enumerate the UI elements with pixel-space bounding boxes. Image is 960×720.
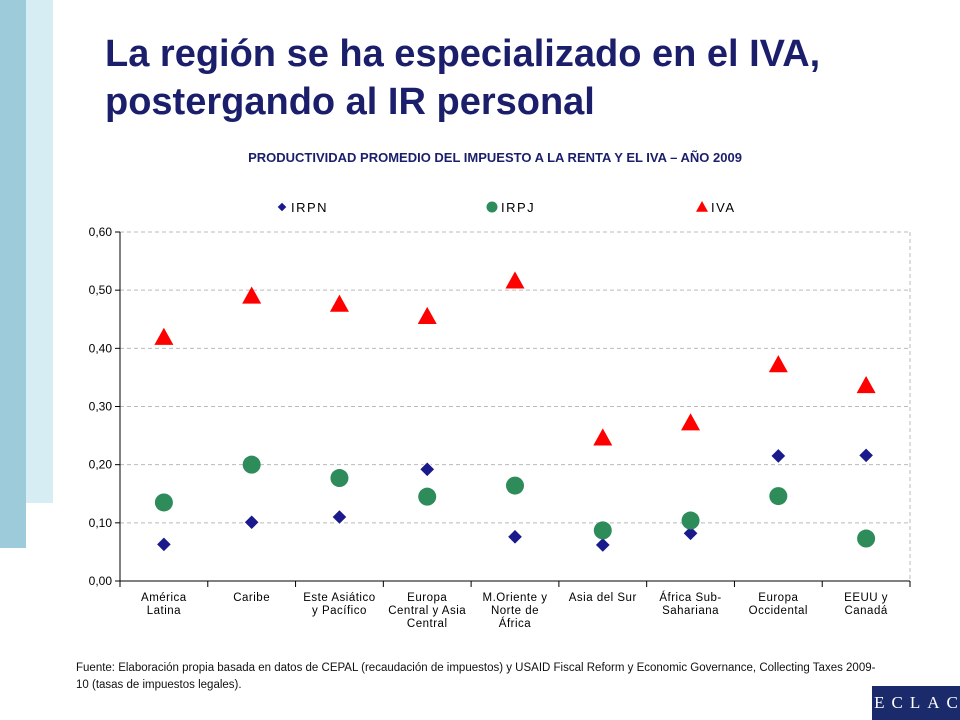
point-iva bbox=[856, 376, 876, 394]
point-irpj bbox=[506, 476, 524, 495]
eclac-logo: ECLAC bbox=[872, 686, 960, 720]
x-tick-label-line: Central bbox=[407, 618, 448, 630]
x-tick-label-line: Este Asiático bbox=[303, 592, 375, 604]
x-tick-label-line: Sahariana bbox=[662, 605, 719, 617]
legend-label-irpn: IRPN bbox=[291, 200, 328, 215]
y-tick-label: 0,00 bbox=[89, 574, 113, 588]
legend-marker-iva bbox=[696, 201, 708, 212]
point-irpn bbox=[419, 461, 436, 478]
x-tick-label: Asia del Sur bbox=[569, 592, 637, 604]
gridlines bbox=[120, 231, 911, 581]
decorative-band-dark bbox=[0, 0, 26, 548]
x-tick-label-line: Central y Asia bbox=[388, 605, 466, 617]
legend-marker-irpj bbox=[486, 201, 498, 213]
y-tick-label: 0,60 bbox=[89, 225, 113, 239]
point-irpj bbox=[593, 521, 612, 540]
legend-marker-irpn bbox=[276, 201, 288, 213]
x-tick-label-line: Canadá bbox=[844, 605, 887, 617]
legend-label-iva: IVA bbox=[711, 200, 736, 215]
point-irpn bbox=[506, 528, 524, 546]
x-tick-label-line: África bbox=[499, 617, 532, 630]
x-tick-label-line: Occidental bbox=[749, 605, 808, 617]
x-tick-label-line: África Sub- bbox=[659, 591, 721, 604]
scatter-chart: 0,00 0,10 0,20 0,30 0,40 0,50 0,60 América Lati… bbox=[89, 200, 911, 630]
decorative-band-light bbox=[26, 0, 53, 503]
x-tick-label: EEUU y Canadá bbox=[844, 592, 888, 617]
point-irpj bbox=[242, 455, 261, 474]
axes bbox=[115, 231, 911, 587]
point-irpj bbox=[418, 487, 437, 506]
x-tick-label: Caribe bbox=[233, 592, 270, 604]
x-tick-label: Europa Occidental bbox=[749, 592, 808, 617]
x-tick-label: África Sub-Sahariana bbox=[659, 591, 721, 617]
x-tick-labels: América Latina Caribe Este Asiático y Pacífi… bbox=[141, 591, 888, 630]
point-irpn bbox=[155, 536, 173, 553]
point-irpj bbox=[681, 511, 700, 530]
data-points bbox=[154, 271, 876, 554]
point-iva bbox=[242, 286, 262, 304]
x-tick-label-line: Europa bbox=[758, 592, 798, 604]
x-tick-label-line: y Pacífico bbox=[312, 605, 367, 617]
point-irpn bbox=[770, 447, 787, 465]
legend-label-irpj: IRPJ bbox=[501, 200, 535, 215]
point-irpj bbox=[154, 493, 173, 512]
x-tick-label-line: M.Oriente y bbox=[483, 592, 548, 604]
slide-title: La región se ha especializado en el IVA,… bbox=[105, 33, 821, 123]
y-tick-label: 0,50 bbox=[89, 283, 113, 297]
x-tick-label-line: EEUU y bbox=[844, 592, 888, 604]
point-irpn bbox=[594, 536, 611, 554]
x-tick-label-line: Latina bbox=[147, 605, 181, 617]
x-tick-label: Este Asiático y Pacífico bbox=[303, 592, 375, 617]
x-tick-label-line: Norte de bbox=[491, 605, 539, 617]
x-tick-label: M.Oriente y Norte de África bbox=[483, 592, 548, 630]
point-irpn bbox=[331, 508, 348, 526]
point-irpj bbox=[330, 469, 349, 488]
chart-title: PRODUCTIVIDAD PROMEDIO DEL IMPUESTO A LA… bbox=[248, 150, 742, 165]
point-iva bbox=[154, 327, 174, 345]
y-tick-label: 0,20 bbox=[89, 458, 113, 472]
y-tick-label: 0,30 bbox=[89, 400, 113, 414]
y-tick-label: 0,40 bbox=[89, 341, 113, 355]
point-irpj bbox=[857, 529, 876, 548]
y-tick-labels: 0,00 0,10 0,20 0,30 0,40 0,50 0,60 bbox=[89, 225, 113, 588]
point-iva bbox=[329, 294, 349, 312]
x-tick-label-line: Caribe bbox=[233, 592, 270, 604]
eclac-logo-text: ECLAC bbox=[874, 693, 960, 712]
x-tick-label: Europa Central y Asia Central bbox=[388, 592, 466, 630]
x-tick-label-line: Asia del Sur bbox=[569, 592, 637, 604]
x-tick-label-line: Europa bbox=[407, 592, 447, 604]
point-irpn bbox=[857, 447, 875, 464]
point-iva bbox=[417, 306, 437, 324]
y-tick-label: 0,10 bbox=[89, 516, 113, 530]
legend: IRPN IRPJ IVA bbox=[276, 200, 736, 215]
point-iva bbox=[681, 413, 701, 431]
point-irpn bbox=[243, 514, 260, 531]
x-tick-label: América Latina bbox=[141, 592, 187, 617]
point-iva bbox=[768, 355, 788, 373]
point-iva bbox=[593, 428, 613, 446]
x-tick-label-line: América bbox=[141, 592, 187, 604]
point-irpj bbox=[769, 487, 788, 506]
point-iva bbox=[505, 271, 525, 289]
point-irpn bbox=[682, 525, 699, 542]
source-note: Fuente: Elaboración propia basada en dat… bbox=[76, 662, 876, 691]
